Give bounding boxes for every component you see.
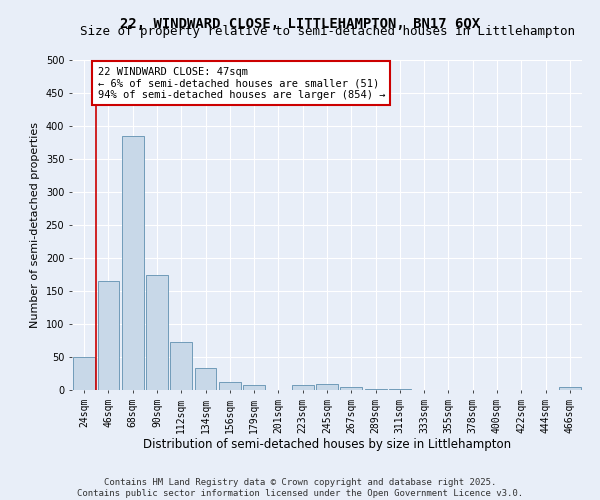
Bar (97, 281, 119, 390)
Text: Contains HM Land Registry data © Crown copyright and database right 2025.
Contai: Contains HM Land Registry data © Crown c… (77, 478, 523, 498)
Bar (292, 384, 314, 390)
Bar (243, 386, 265, 390)
Text: 22 WINDWARD CLOSE: 47sqm
← 6% of semi-detached houses are smaller (51)
94% of se: 22 WINDWARD CLOSE: 47sqm ← 6% of semi-de… (97, 66, 385, 100)
Bar (73, 357, 95, 390)
Bar (316, 384, 338, 390)
Bar (559, 388, 581, 390)
Bar (365, 388, 386, 390)
Bar (170, 342, 192, 390)
Bar (219, 382, 241, 390)
X-axis label: Distribution of semi-detached houses by size in Littlehampton: Distribution of semi-detached houses by … (143, 438, 511, 452)
Y-axis label: Number of semi-detached properties: Number of semi-detached properties (30, 122, 40, 328)
Bar (194, 368, 217, 390)
Text: 22, WINDWARD CLOSE, LITTLEHAMPTON, BN17 6QX: 22, WINDWARD CLOSE, LITTLEHAMPTON, BN17 … (120, 18, 480, 32)
Bar (340, 386, 362, 390)
Bar (122, 136, 143, 390)
Title: Size of property relative to semi-detached houses in Littlehampton: Size of property relative to semi-detach… (79, 25, 575, 38)
Bar (146, 274, 168, 390)
